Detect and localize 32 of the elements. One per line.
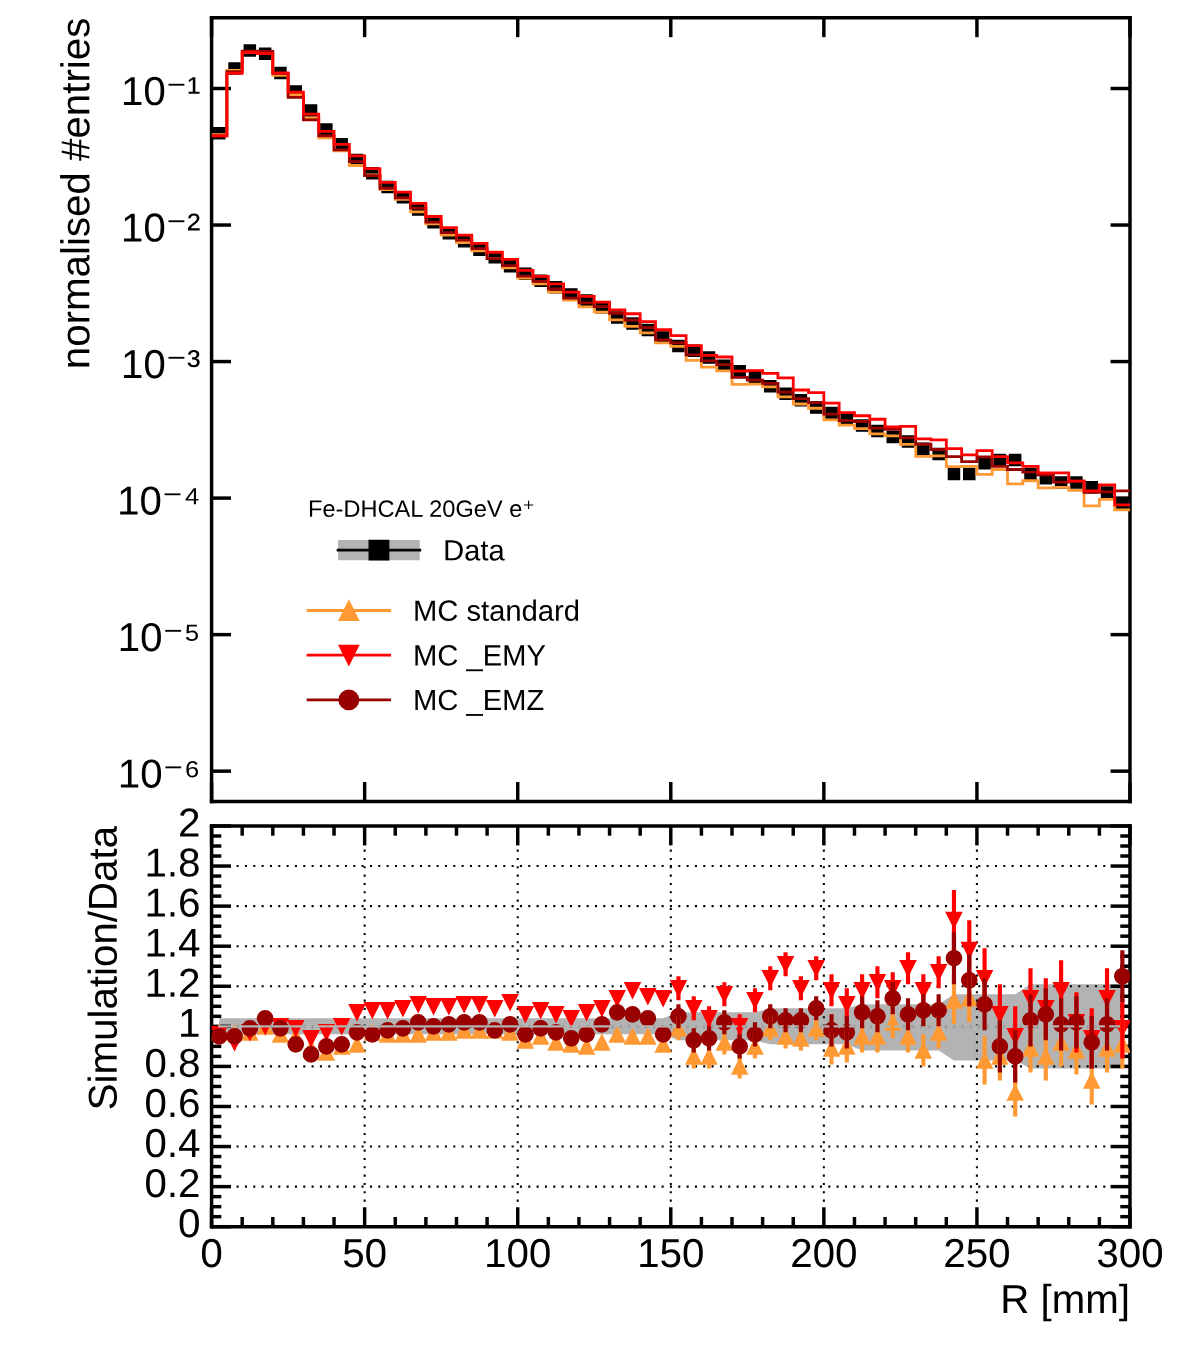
x-tick-label: 200 [792, 1238, 856, 1268]
legend-title: Fe-DHCAL 20GeV e⁺ [309, 500, 534, 518]
y-axis-title: normalised #entries [60, 19, 90, 367]
y-tick-label: 1.2 [147, 968, 199, 997]
y-tick-label: 0.6 [146, 1088, 199, 1118]
legend-label: Data [445, 540, 505, 561]
legend-label: MC _EMZ [415, 689, 544, 716]
x-axis-title: R [mm] [1003, 1283, 1128, 1322]
y-tick-label: 0.8 [146, 1048, 199, 1078]
y-tick-label: 1.4 [147, 928, 200, 957]
y-tick-label: 1.6 [147, 888, 199, 917]
x-tick-label: 50 [343, 1238, 386, 1268]
y-tick-label: 0.4 [146, 1128, 200, 1158]
x-tick-label: 150 [640, 1238, 703, 1268]
y-tick-label: 10⁻³ [124, 349, 200, 379]
legend-label: MC _EMY [415, 645, 546, 672]
y-tick-label: 1 [181, 1009, 199, 1037]
y-axis-title: Simulation/Data [87, 825, 118, 1109]
y-tick-label: 0.2 [146, 1168, 199, 1198]
y-tick-label: 10⁻⁶ [120, 759, 199, 788]
y-tick-label: 10⁻⁵ [120, 622, 198, 652]
x-tick-label: 100 [487, 1238, 550, 1268]
y-tick-label: 2 [180, 808, 199, 837]
y-tick-label: 10⁻² [124, 213, 200, 242]
x-tick-label: 0 [201, 1238, 222, 1268]
x-tick-label: 250 [945, 1238, 1009, 1268]
y-tick-label: 10⁻¹ [124, 76, 200, 106]
x-tick-label: 300 [1097, 1238, 1163, 1268]
y-tick-label: 1.8 [147, 848, 199, 877]
y-tick-label: 10⁻⁴ [120, 486, 199, 515]
y-tick-label: 0 [179, 1208, 199, 1238]
legend-label: MC standard [415, 599, 579, 621]
